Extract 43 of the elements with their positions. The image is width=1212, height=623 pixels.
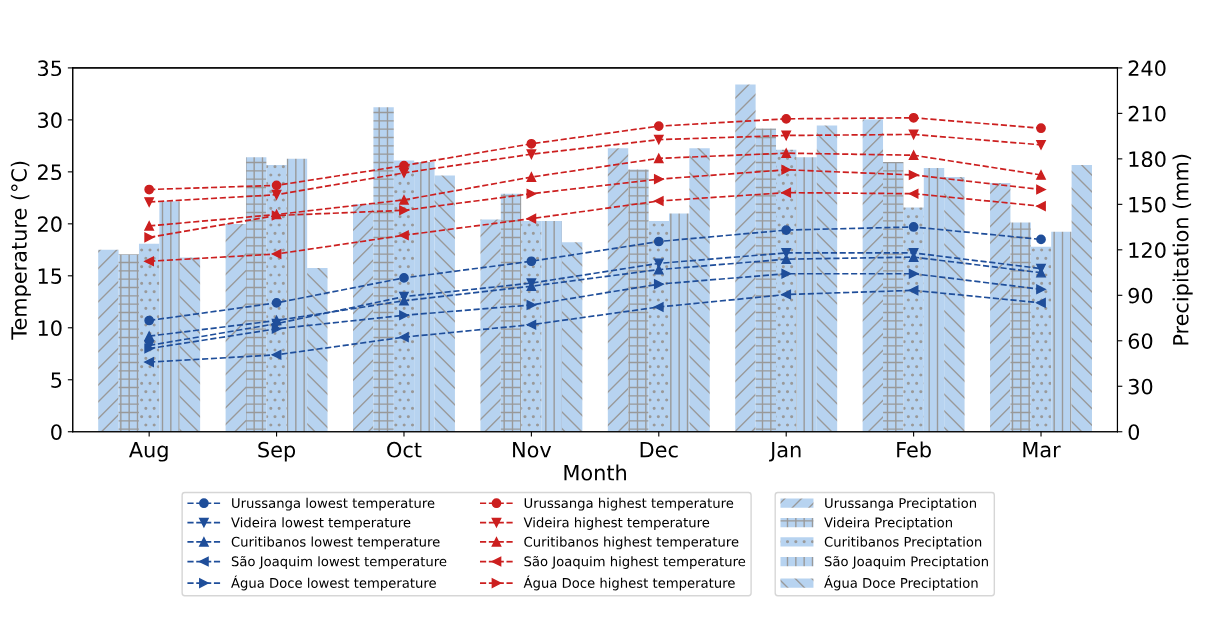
y2-tick-label: 60 xyxy=(1128,333,1153,349)
y-tick-label: 15 xyxy=(38,268,62,285)
legend-label: Videira lowest temperature xyxy=(231,517,411,530)
x-tick-label: Aug xyxy=(128,442,168,462)
legend-label: Água Doce highest temperature xyxy=(523,575,735,591)
legend-label: Curitibanos Preciptation xyxy=(824,536,982,550)
legend-label: São Joaquim Preciptation xyxy=(824,555,988,569)
legend-label: São Joaquim lowest temperature xyxy=(231,555,447,569)
legend-label: Água Doce Preciptation xyxy=(824,575,978,591)
y-tick-label: 10 xyxy=(38,320,62,336)
legend-label: Curitibanos highest temperature xyxy=(524,536,739,550)
x-tick-label: Feb xyxy=(897,441,931,458)
y-tick-label: 5 xyxy=(51,372,62,388)
y2-tick-label: 210 xyxy=(1128,105,1166,122)
y2-tick-label: 0 xyxy=(1128,424,1140,440)
legend-label: Videira Preciptation xyxy=(824,517,952,530)
legend-label: Urussanga Preciptation xyxy=(825,497,976,511)
x-tick-label: Dec xyxy=(640,442,678,458)
x-tick-label: Nov xyxy=(513,442,552,458)
y-tick-label: 30 xyxy=(38,112,62,129)
x-tick-label: Jan xyxy=(769,442,801,462)
legend-label: Curitibanos lowest temperature xyxy=(231,536,440,550)
y2-tick-label: 240 xyxy=(1128,60,1166,77)
y2-tick-label: 120 xyxy=(1129,242,1166,259)
y2-tick-label: 30 xyxy=(1128,378,1153,395)
legend-label: Videira highest temperature xyxy=(523,517,710,530)
y-axis-title: Temperature (°C) xyxy=(10,161,31,340)
y-tick-label: 25 xyxy=(38,164,62,181)
y2-axis-title: Precipitation (mm) xyxy=(1172,154,1193,345)
y2-tick-label: 90 xyxy=(1128,287,1153,304)
legend-label: Água Doce lowest temperature xyxy=(231,575,436,591)
y2-tick-label: 150 xyxy=(1129,196,1166,213)
legend-label: Urussanga lowest temperature xyxy=(232,497,435,511)
legend-label: Urussanga highest temperature xyxy=(524,497,734,511)
y-tick-label: 0 xyxy=(51,424,62,440)
x-tick-label: Mar xyxy=(1023,442,1061,458)
x-axis-title: Month xyxy=(564,464,626,481)
legend-label: São Joaquim highest temperature xyxy=(524,555,746,569)
x-tick-label: Sep xyxy=(258,441,296,462)
y2-tick-label: 180 xyxy=(1129,151,1166,168)
x-tick-label: Oct xyxy=(387,441,422,458)
y-tick-label: 35 xyxy=(38,60,62,77)
y-tick-label: 20 xyxy=(38,216,62,233)
